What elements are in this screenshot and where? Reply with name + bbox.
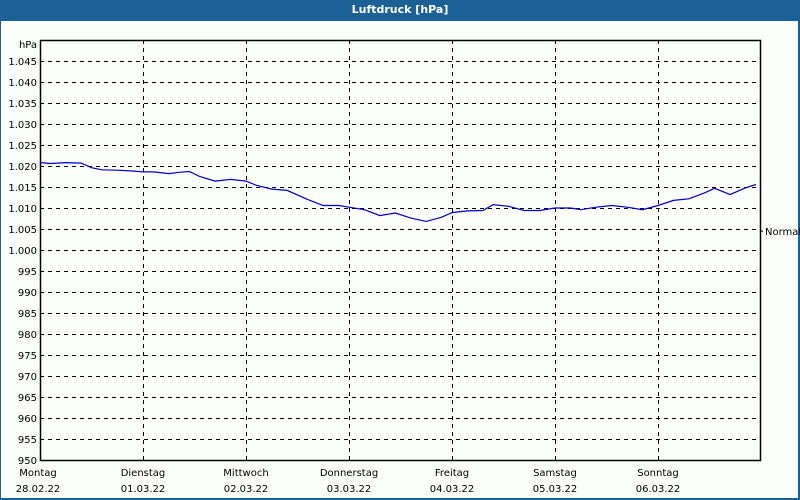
pressure-line (39, 161, 757, 223)
x-tick-date: 03.03.22 (327, 484, 372, 495)
y-tick-label: 1.010 (8, 204, 37, 215)
y-tick-label: 1.035 (8, 99, 37, 110)
x-tick-date: 02.03.22 (224, 484, 269, 495)
y-tick-label: 955 (18, 435, 37, 446)
x-tick-date: 05.03.22 (533, 484, 578, 495)
plot-frame (39, 39, 762, 462)
y-tick-label: 1.040 (8, 78, 37, 89)
y-axis-unit: hPa (19, 40, 37, 51)
x-tick-day: Samstag (533, 468, 577, 479)
y-tick-label: 995 (18, 267, 37, 278)
x-tick-day: Mittwoch (223, 468, 268, 479)
y-tick-label: 1.030 (8, 120, 37, 131)
y-tick-label: 970 (18, 372, 37, 383)
x-tick-day: Donnerstag (320, 468, 378, 479)
chart-title: Luftdruck [hPa] (0, 0, 800, 21)
x-tick-day: Montag (19, 468, 56, 479)
y-tick-label: 1.045 (8, 57, 37, 68)
y-tick-label: 1.005 (8, 225, 37, 236)
y-tick-label: 985 (18, 309, 37, 320)
y-tick-label: 975 (18, 351, 37, 362)
y-tick-label: 1.020 (8, 162, 37, 173)
normal-label: Normal (765, 227, 800, 238)
y-tick-label: 1.025 (8, 141, 37, 152)
x-tick-date: 28.02.22 (16, 484, 61, 495)
x-tick-day: Dienstag (121, 468, 166, 479)
y-tick-label: 980 (18, 330, 37, 341)
y-tick-label: 1.000 (8, 246, 37, 257)
x-tick-day: Sonntag (637, 468, 679, 479)
x-tick-date: 01.03.22 (121, 484, 166, 495)
x-tick-date: 04.03.22 (430, 484, 475, 495)
x-tick-day: Freitag (435, 468, 469, 479)
x-tick-date: 06.03.22 (636, 484, 681, 495)
y-tick-label: 990 (18, 288, 37, 299)
y-tick-label: 1.015 (8, 183, 37, 194)
y-tick-label: 965 (18, 393, 37, 404)
y-tick-label: 950 (18, 456, 37, 467)
y-tick-label: 960 (18, 414, 37, 425)
